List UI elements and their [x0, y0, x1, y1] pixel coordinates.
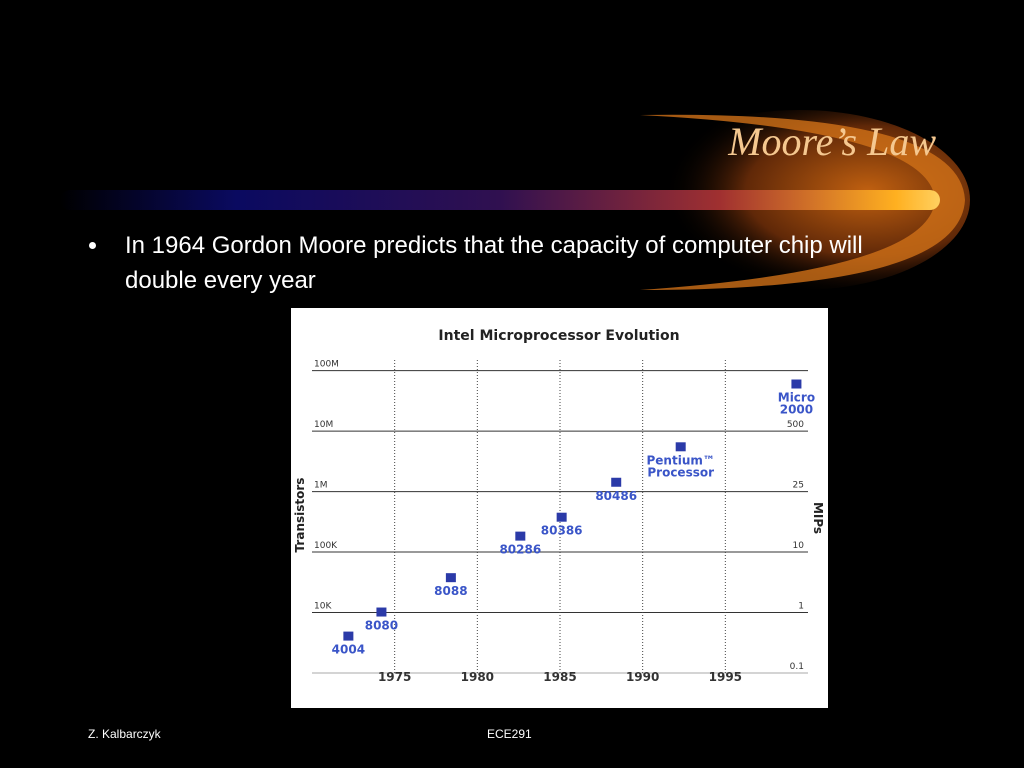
footer-left: Z. Kalbarczyk [88, 727, 161, 741]
point-label: 80386 [541, 524, 583, 538]
point [376, 607, 387, 617]
chart-title: Intel Microprocessor Evolution [438, 328, 679, 344]
x-tick-label: 1990 [626, 670, 659, 684]
y-tick-label: 100M [314, 360, 339, 370]
point [515, 531, 526, 541]
point [556, 512, 567, 522]
x-tick-label: 1985 [543, 670, 576, 684]
y2-tick-label: 1 [798, 602, 804, 612]
x-tick-label: 1995 [709, 670, 742, 684]
point [791, 379, 802, 389]
point-label: Processor [647, 465, 714, 479]
footer-center: ECE291 [487, 727, 532, 741]
point-label: 80286 [499, 543, 541, 557]
point-label: 8080 [365, 619, 398, 633]
x-tick-label: 1980 [461, 670, 494, 684]
point [675, 442, 686, 452]
y2-tick-label: 10 [793, 541, 805, 551]
point-label: 4004 [332, 643, 365, 657]
point-label: 2000 [780, 403, 813, 417]
band [60, 190, 940, 210]
slide-title: Moore’s Law [728, 119, 936, 164]
point [611, 477, 622, 487]
point-label: Micro [778, 391, 815, 405]
y2-tick-label: 0.1 [790, 662, 804, 672]
point-label: 8088 [434, 584, 467, 598]
point-label: Pentium™ [647, 453, 715, 467]
y2-tick-label: 25 [793, 481, 804, 491]
point [343, 631, 354, 641]
y-tick-label: 10K [314, 602, 332, 612]
bullet-dot [89, 242, 96, 249]
point [445, 573, 456, 583]
y2-axis-label: MIPs [811, 502, 825, 534]
bullet-text: In 1964 Gordon Moore predicts that the c… [125, 232, 863, 294]
y-tick-label: 10M [314, 420, 333, 430]
y-axis-label: Transistors [293, 478, 307, 553]
y2-tick-label: 500 [787, 420, 804, 430]
y-tick-label: 1M [314, 481, 328, 491]
y-tick-label: 100K [314, 541, 338, 551]
x-tick-label: 1975 [378, 670, 411, 684]
point-label: 80486 [595, 489, 637, 503]
